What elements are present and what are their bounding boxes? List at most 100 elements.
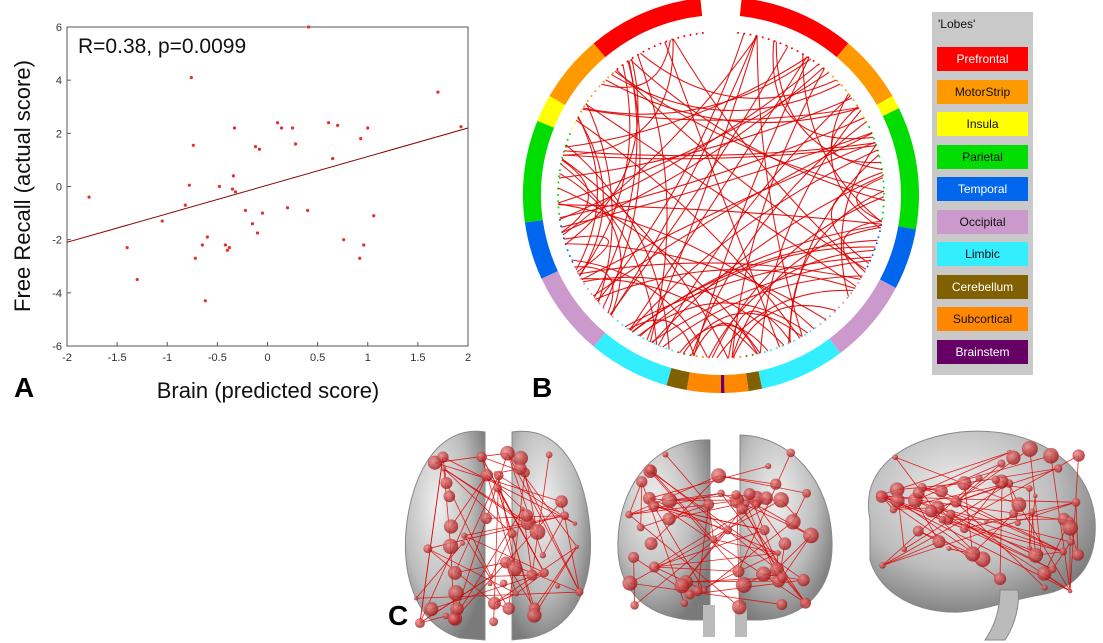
brain-node	[703, 498, 715, 510]
ring-segment	[876, 96, 899, 117]
y-tick-label: 2	[56, 128, 62, 140]
node-dot	[814, 326, 817, 329]
data-point	[232, 126, 237, 130]
connection-edge	[614, 70, 885, 193]
brain-node	[520, 506, 525, 511]
node-dot	[616, 68, 619, 71]
x-tick-label: -0.5	[208, 352, 227, 364]
node-dot	[838, 306, 841, 309]
brain-node	[776, 572, 788, 583]
brain-node	[555, 495, 568, 508]
node-dot	[558, 212, 561, 215]
connection-edge	[557, 187, 761, 354]
y-tick-label: -6	[52, 341, 62, 353]
brain-node	[778, 537, 792, 551]
node-dot	[689, 33, 692, 36]
node-dot	[749, 33, 752, 36]
brain-node	[731, 490, 741, 500]
brain-node	[440, 476, 453, 490]
node-dot	[877, 236, 880, 239]
brain-edge	[882, 477, 980, 566]
connection-edge	[772, 40, 874, 140]
brain-node	[443, 519, 459, 534]
connection-edge	[638, 302, 809, 337]
node-dot	[557, 194, 559, 196]
data-point	[436, 90, 440, 94]
brain-edge	[531, 454, 550, 576]
brain-node	[1011, 497, 1027, 513]
brain-edge	[649, 469, 714, 540]
node-dot	[871, 254, 874, 257]
node-dot	[616, 319, 619, 322]
connection-edge	[711, 196, 885, 359]
brain-node	[786, 448, 796, 458]
connection-edge	[630, 149, 878, 331]
legend-item-occipital: Occipital	[937, 209, 1028, 234]
node-dot	[586, 100, 589, 103]
node-dot	[781, 344, 784, 347]
brain-edge	[1029, 448, 1042, 554]
data-point	[205, 235, 209, 239]
brain-node	[984, 519, 989, 524]
scatter-points	[87, 25, 463, 303]
brain-node	[480, 468, 494, 482]
brain-edge	[507, 452, 580, 593]
data-point	[336, 123, 340, 127]
brain-node	[662, 451, 669, 458]
brain-node	[1036, 566, 1052, 581]
data-point	[200, 243, 204, 247]
brain-edge	[654, 529, 765, 568]
connection-edge	[731, 68, 825, 358]
brain-edge	[419, 457, 444, 624]
brain-node	[998, 481, 1006, 489]
connection-edges	[557, 33, 885, 359]
connection-edge	[609, 46, 789, 315]
brain-node	[1009, 509, 1018, 519]
panel-label-b: B	[532, 372, 553, 403]
connection-edge	[562, 35, 758, 236]
brain-edge	[718, 475, 807, 494]
connection-edge	[558, 203, 815, 330]
brain-node	[574, 544, 580, 549]
node-dot	[571, 127, 574, 130]
scatter-plot: -2 -1.5 -1 -0.5 0 0.5 1 1.5 2 -6 -4 -2 0 2 4 6 R=0.38,…	[10, 22, 471, 403]
brain-edge	[497, 487, 513, 534]
node-dot	[653, 45, 656, 48]
node-dot	[881, 217, 884, 220]
data-point	[257, 147, 262, 151]
ring-segment	[686, 372, 721, 393]
data-point	[160, 219, 164, 223]
x-tick-label: 2	[465, 352, 471, 364]
brain-edge	[738, 452, 792, 572]
brain-node	[1062, 519, 1079, 536]
x-tick-label: -1	[162, 352, 172, 364]
brain-node	[1006, 450, 1021, 465]
node-dot	[882, 205, 885, 208]
node-dot	[566, 249, 569, 252]
data-point	[189, 75, 193, 80]
node-dot	[637, 334, 640, 337]
brain-node	[991, 475, 1001, 484]
data-point	[203, 299, 207, 303]
brain-node	[776, 599, 788, 610]
node-dot	[796, 50, 799, 53]
brain-node	[735, 576, 752, 593]
connection-edge	[637, 54, 668, 343]
connection-edge	[830, 171, 883, 264]
brain-node	[1072, 449, 1085, 462]
brain-edge	[634, 497, 767, 606]
brain-node	[414, 618, 425, 629]
node-dot	[792, 339, 795, 342]
node-dot	[642, 337, 645, 340]
node-dot	[761, 36, 764, 39]
node-dot	[873, 248, 876, 251]
node-dot	[558, 175, 561, 178]
connection-edge	[562, 145, 877, 160]
ring-segment	[758, 338, 841, 389]
connection-edge	[616, 69, 867, 270]
node-dot	[598, 85, 601, 88]
brain-edge	[654, 552, 778, 568]
connection-edge	[565, 56, 809, 148]
brain-node	[755, 566, 772, 582]
